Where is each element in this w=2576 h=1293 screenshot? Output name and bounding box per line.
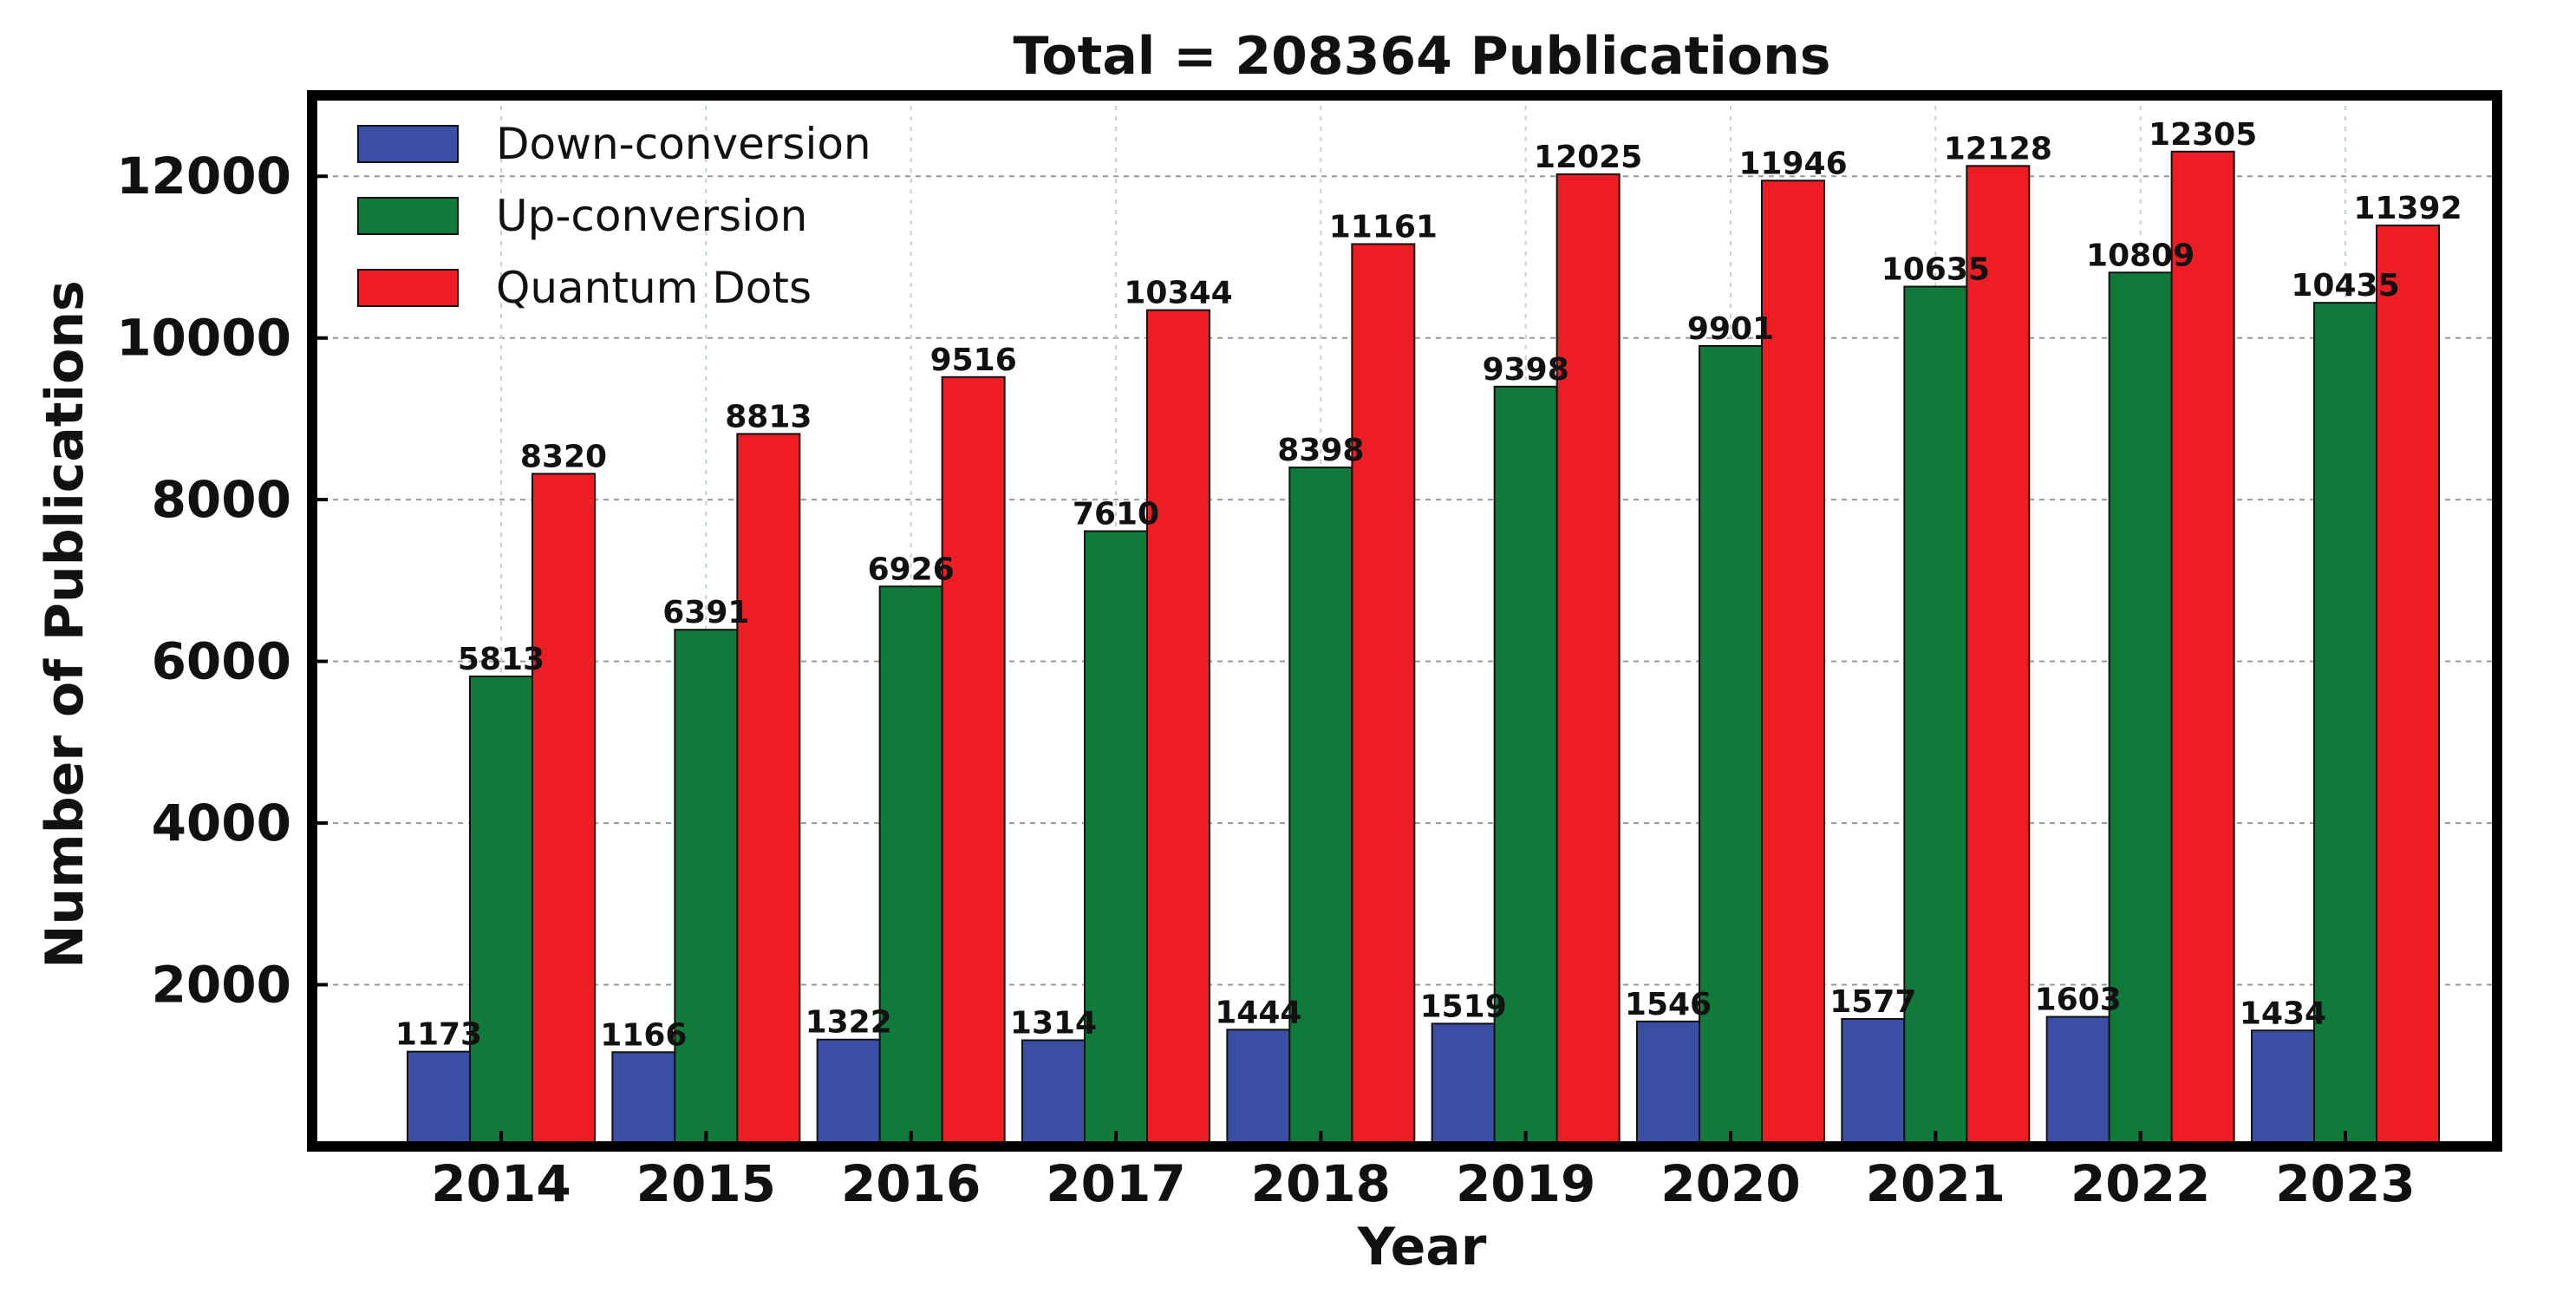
- x-tick-label: 2023: [2275, 1154, 2415, 1213]
- data-label: 1603: [2035, 983, 2122, 1018]
- bar-down-conversion-2021: [1841, 1017, 1906, 1148]
- bar-up-conversion-2015: [674, 629, 739, 1147]
- bar-quantum-dots-2023: [2376, 224, 2440, 1148]
- data-label: 12025: [1534, 140, 1642, 175]
- data-label: 12305: [2149, 117, 2257, 153]
- legend-swatch: [357, 125, 459, 163]
- y-tick-label: 6000: [152, 632, 291, 691]
- x-tick-label: 2014: [431, 1154, 571, 1213]
- bar-up-conversion-2023: [2313, 302, 2377, 1148]
- y-tick-label: 4000: [152, 793, 291, 852]
- data-label: 8398: [1277, 433, 1364, 468]
- data-label: 11946: [1738, 146, 1847, 181]
- bar-down-conversion-2015: [611, 1051, 676, 1148]
- bar-quantum-dots-2022: [2170, 150, 2235, 1147]
- bar-up-conversion-2022: [2108, 271, 2173, 1147]
- y-tick-label: 10000: [116, 309, 291, 368]
- bar-up-conversion-2016: [878, 585, 943, 1147]
- bars-layer: [407, 150, 2440, 1148]
- bar-up-conversion-2014: [469, 676, 533, 1147]
- bar-down-conversion-2018: [1226, 1029, 1291, 1147]
- x-tick-label: 2022: [2071, 1154, 2210, 1213]
- bar-down-conversion-2019: [1431, 1022, 1496, 1147]
- bar-quantum-dots-2014: [532, 473, 596, 1147]
- data-label: 12128: [1944, 131, 2052, 167]
- bar-quantum-dots-2016: [941, 375, 1006, 1148]
- data-label: 1444: [1215, 995, 1301, 1030]
- bar-up-conversion-2017: [1084, 530, 1148, 1147]
- data-label: 8813: [725, 399, 812, 434]
- data-label: 1322: [805, 1005, 892, 1041]
- bar-quantum-dots-2020: [1761, 180, 1825, 1147]
- y-tick-label: 8000: [152, 470, 291, 529]
- y-axis-ticks: 2000 4000 6000 8000 10000 12000: [116, 147, 328, 1015]
- bar-down-conversion-2014: [407, 1050, 471, 1147]
- data-label: 6926: [868, 552, 955, 587]
- bar-down-conversion-2022: [2045, 1015, 2110, 1147]
- x-axis-ticks: 2014 2015 2016 2017 2018 2019 2020 2021 2022 2023: [431, 1131, 2416, 1213]
- data-label: 11392: [2353, 191, 2462, 226]
- bar-down-conversion-2020: [1636, 1020, 1700, 1147]
- legend-label: Down-conversion: [496, 119, 871, 169]
- x-axis-label: Year: [1357, 1217, 1487, 1277]
- data-label: 1314: [1010, 1005, 1097, 1041]
- y-tick-label: 2000: [152, 956, 291, 1015]
- bar-up-conversion-2020: [1699, 344, 1763, 1147]
- x-tick-label: 2015: [636, 1154, 776, 1213]
- data-label: 10344: [1124, 276, 1232, 311]
- legend-swatch: [357, 269, 459, 307]
- data-label: 5813: [458, 642, 545, 677]
- bar-quantum-dots-2015: [736, 433, 801, 1147]
- bar-up-conversion-2019: [1493, 385, 1558, 1147]
- data-label: 9901: [1687, 311, 1774, 347]
- x-tick-label: 2018: [1251, 1154, 1391, 1213]
- bar-quantum-dots-2019: [1555, 173, 1621, 1147]
- chart-title: Total = 208364 Publications: [1013, 26, 1830, 87]
- data-labels-layer: 1173 5813 8320 1166 6391 8813 1322 6926 9516 1314…: [395, 117, 2462, 1053]
- bar-down-conversion-2023: [2251, 1029, 2315, 1148]
- data-label: 1434: [2240, 996, 2326, 1031]
- data-label: 9516: [930, 343, 1017, 378]
- data-label: 1173: [395, 1017, 482, 1053]
- data-label: 10809: [2086, 238, 2194, 273]
- legend-swatch: [357, 197, 459, 235]
- legend-label: Quantum Dots: [496, 263, 812, 313]
- bar-quantum-dots-2017: [1146, 309, 1210, 1147]
- x-tick-label: 2019: [1456, 1154, 1595, 1213]
- x-tick-label: 2017: [1046, 1154, 1185, 1213]
- data-label: 10635: [1881, 251, 1990, 287]
- data-label: 7610: [1073, 497, 1159, 532]
- bar-up-conversion-2021: [1903, 285, 1968, 1147]
- y-tick-label: 12000: [116, 147, 291, 206]
- data-label: 10435: [2291, 268, 2399, 304]
- x-tick-label: 2016: [841, 1154, 981, 1213]
- plot-frame: [307, 90, 2502, 1152]
- legend-label: Up-conversion: [496, 191, 807, 241]
- data-label: 1166: [600, 1017, 687, 1053]
- data-label: 8320: [520, 439, 607, 474]
- y-axis-label: Number of Publications: [35, 280, 95, 969]
- bar-up-conversion-2018: [1288, 467, 1353, 1147]
- bar-quantum-dots-2018: [1351, 243, 1416, 1147]
- bar-down-conversion-2016: [816, 1038, 881, 1147]
- x-tick-label: 2021: [1866, 1154, 2005, 1213]
- data-label: 11161: [1329, 209, 1438, 245]
- bar-down-conversion-2017: [1021, 1039, 1086, 1147]
- data-label: 1577: [1829, 984, 1916, 1020]
- data-label: 9398: [1483, 352, 1569, 388]
- data-label: 1546: [1625, 987, 1712, 1022]
- legend: Down-conversion Up-conversion Quantum Dots: [357, 119, 871, 313]
- data-label: 1519: [1420, 989, 1507, 1024]
- data-label: 6391: [662, 595, 749, 630]
- bar-quantum-dots-2021: [1966, 165, 2031, 1147]
- x-tick-label: 2020: [1660, 1154, 1800, 1213]
